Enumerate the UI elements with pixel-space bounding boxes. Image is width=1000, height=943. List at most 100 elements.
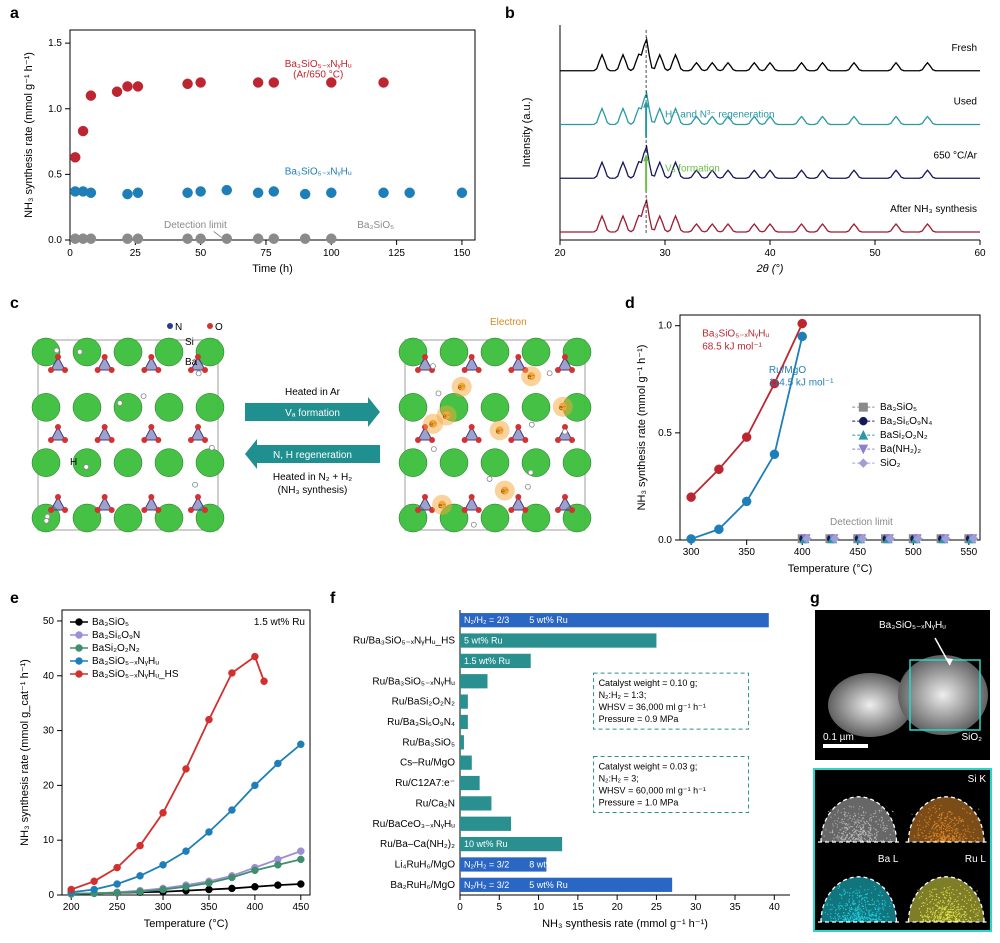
svg-text:BaSi₂O₂N₂: BaSi₂O₂N₂ bbox=[880, 430, 928, 441]
svg-text:60: 60 bbox=[974, 248, 986, 259]
svg-text:250: 250 bbox=[109, 902, 126, 913]
svg-text:150: 150 bbox=[454, 248, 471, 259]
svg-text:300: 300 bbox=[155, 902, 172, 913]
svg-text:Ba(NH₂)₂: Ba(NH₂)₂ bbox=[880, 444, 921, 455]
panel-f-chart: 0510152025303540NH₃ synthesis rate (mmol… bbox=[330, 590, 800, 935]
panel-a: a 02550751001251500.00.51.01.5Time (h)NH… bbox=[10, 5, 485, 280]
svg-text:350: 350 bbox=[738, 547, 755, 558]
svg-text:Intensity (a.u.): Intensity (a.u.) bbox=[521, 98, 533, 168]
svg-text:Vₐ formation: Vₐ formation bbox=[285, 408, 340, 419]
svg-text:Ru/BaSi₂O₂N₂: Ru/BaSi₂O₂N₂ bbox=[392, 697, 455, 708]
svg-text:(Ar/650 °C): (Ar/650 °C) bbox=[293, 69, 343, 80]
svg-text:1.0: 1.0 bbox=[48, 104, 62, 115]
svg-text:68.5 kJ mol⁻¹: 68.5 kJ mol⁻¹ bbox=[702, 341, 762, 352]
svg-text:0: 0 bbox=[48, 890, 54, 901]
svg-text:After NH₃ synthesis: After NH₃ synthesis bbox=[890, 204, 977, 215]
panel-d: d 3003504004505005500.00.51.0Temperature… bbox=[625, 295, 990, 575]
svg-text:25: 25 bbox=[651, 902, 663, 913]
svg-text:20: 20 bbox=[612, 902, 624, 913]
svg-text:0: 0 bbox=[457, 902, 463, 913]
svg-text:50: 50 bbox=[869, 248, 881, 259]
svg-text:N₂:H₂ = 3;: N₂:H₂ = 3; bbox=[599, 774, 639, 784]
svg-text:N: N bbox=[175, 322, 182, 333]
panel-g-images: Ba₃SiO₅₋ₓNᵧHᵤSiO₂0.1 µmSi KBa LRu L bbox=[810, 590, 995, 935]
panel-f: f 0510152025303540NH₃ synthesis rate (mm… bbox=[330, 590, 800, 935]
svg-text:500: 500 bbox=[905, 547, 922, 558]
svg-text:30: 30 bbox=[659, 248, 671, 259]
svg-text:Vₐ formation: Vₐ formation bbox=[665, 163, 720, 174]
svg-text:Heated in N₂ + H₂: Heated in N₂ + H₂ bbox=[273, 472, 352, 483]
svg-text:Catalyst weight = 0.10 g;: Catalyst weight = 0.10 g; bbox=[599, 678, 698, 688]
panel-b: b 20304050602θ (°)Intensity (a.u.)After … bbox=[505, 5, 990, 280]
svg-text:2θ (°): 2θ (°) bbox=[756, 263, 784, 275]
panel-e: e 20025030035040045001020304050Temperatu… bbox=[10, 590, 320, 935]
svg-text:e⁻: e⁻ bbox=[496, 428, 504, 435]
svg-text:O: O bbox=[215, 322, 223, 333]
svg-text:30: 30 bbox=[690, 902, 702, 913]
svg-text:10 wt% Ru: 10 wt% Ru bbox=[464, 839, 508, 849]
svg-text:1.5 wt% Ru: 1.5 wt% Ru bbox=[464, 656, 510, 666]
svg-text:5: 5 bbox=[497, 902, 503, 913]
svg-text:0.5: 0.5 bbox=[48, 169, 62, 180]
svg-text:5 wt% Ru: 5 wt% Ru bbox=[464, 636, 503, 646]
svg-text:10: 10 bbox=[43, 835, 55, 846]
panel-c-label: c bbox=[10, 295, 19, 313]
panel-d-chart: 3003504004505005500.00.51.0Temperature (… bbox=[625, 295, 990, 575]
svg-text:Ba₃SiO₅₋ₓNᵧHᵤ: Ba₃SiO₅₋ₓNᵧHᵤ bbox=[285, 166, 352, 177]
svg-text:0.5: 0.5 bbox=[658, 428, 672, 439]
svg-text:(NH₃ synthesis): (NH₃ synthesis) bbox=[278, 485, 348, 496]
svg-text:Ba₃SiO₅: Ba₃SiO₅ bbox=[357, 220, 394, 231]
panel-e-label: e bbox=[10, 590, 19, 608]
svg-text:Temperature (°C): Temperature (°C) bbox=[144, 918, 228, 930]
svg-text:N, H regeneration: N, H regeneration bbox=[273, 450, 352, 461]
svg-text:N₂/H₂ = 3/2: N₂/H₂ = 3/2 bbox=[464, 880, 509, 890]
svg-text:400: 400 bbox=[247, 902, 264, 913]
svg-text:N₂/H₂ = 3/2: N₂/H₂ = 3/2 bbox=[464, 859, 509, 869]
svg-text:50: 50 bbox=[43, 616, 55, 627]
svg-text:Ru/BaCeO₃₋ₓNᵧHᵤ: Ru/BaCeO₃₋ₓNᵧHᵤ bbox=[373, 819, 456, 830]
svg-text:Ba L: Ba L bbox=[878, 854, 899, 865]
svg-text:N₂:H₂ = 1:3;: N₂:H₂ = 1:3; bbox=[599, 690, 647, 700]
svg-text:e⁻: e⁻ bbox=[559, 405, 567, 412]
svg-text:0.0: 0.0 bbox=[658, 535, 672, 546]
svg-text:Ba₃SiO₅₋ₓNᵧHᵤ: Ba₃SiO₅₋ₓNᵧHᵤ bbox=[92, 656, 159, 667]
svg-text:H: H bbox=[70, 457, 77, 468]
svg-text:NH₃ synthesis rate (mmol g⁻¹ h: NH₃ synthesis rate (mmol g⁻¹ h⁻¹) bbox=[542, 918, 708, 930]
svg-text:Ba: Ba bbox=[185, 357, 198, 368]
svg-text:15: 15 bbox=[572, 902, 584, 913]
svg-text:Ru/MgO: Ru/MgO bbox=[769, 365, 806, 376]
svg-text:Ru/Ba₃SiO₅: Ru/Ba₃SiO₅ bbox=[402, 737, 455, 748]
svg-text:0: 0 bbox=[67, 248, 73, 259]
panel-b-chart: 20304050602θ (°)Intensity (a.u.)After NH… bbox=[505, 5, 990, 280]
svg-text:30: 30 bbox=[43, 726, 55, 737]
svg-text:Fresh: Fresh bbox=[951, 43, 977, 54]
panel-a-label: a bbox=[10, 5, 19, 23]
svg-text:10: 10 bbox=[533, 902, 545, 913]
svg-text:SiO₂: SiO₂ bbox=[961, 732, 982, 743]
svg-text:450: 450 bbox=[849, 547, 866, 558]
panel-d-label: d bbox=[625, 295, 635, 313]
svg-text:Pressure = 1.0 MPa: Pressure = 1.0 MPa bbox=[599, 798, 679, 808]
svg-text:e⁻: e⁻ bbox=[527, 374, 535, 381]
svg-text:Ba₃Si₆O₉N: Ba₃Si₆O₉N bbox=[92, 630, 140, 641]
svg-text:Ba₃SiO₅₋ₓNᵧHᵤ_HS: Ba₃SiO₅₋ₓNᵧHᵤ_HS bbox=[92, 669, 179, 680]
svg-text:e⁻: e⁻ bbox=[438, 503, 446, 510]
svg-text:e⁻: e⁻ bbox=[443, 413, 451, 420]
svg-text:Ru/Ba–Ca(NH₂)₂: Ru/Ba–Ca(NH₂)₂ bbox=[380, 839, 455, 850]
svg-text:400: 400 bbox=[794, 547, 811, 558]
svg-text:Ba₃SiO₅: Ba₃SiO₅ bbox=[880, 402, 917, 413]
svg-text:e⁻: e⁻ bbox=[501, 489, 509, 496]
svg-text:Time (h): Time (h) bbox=[252, 263, 293, 275]
svg-text:NH₃ synthesis rate (mmol g⁻¹ h: NH₃ synthesis rate (mmol g⁻¹ h⁻¹) bbox=[23, 52, 35, 218]
svg-text:8 wt% Ru: 8 wt% Ru bbox=[529, 859, 568, 869]
panel-e-chart: 20025030035040045001020304050Temperature… bbox=[10, 590, 320, 935]
panel-a-chart: 02550751001251500.00.51.01.5Time (h)NH₃ … bbox=[10, 5, 485, 280]
svg-text:40: 40 bbox=[43, 671, 55, 682]
svg-text:25: 25 bbox=[130, 248, 142, 259]
svg-text:WHSV = 60,000 ml g⁻¹ h⁻¹: WHSV = 60,000 ml g⁻¹ h⁻¹ bbox=[599, 786, 706, 796]
svg-text:650 °C/Ar: 650 °C/Ar bbox=[934, 150, 978, 161]
svg-text:SiO₂: SiO₂ bbox=[880, 458, 901, 469]
svg-text:Catalyst weight = 0.03 g;: Catalyst weight = 0.03 g; bbox=[599, 762, 698, 772]
svg-text:100: 100 bbox=[323, 248, 340, 259]
svg-text:Ba₃SiO₅: Ba₃SiO₅ bbox=[92, 617, 129, 628]
